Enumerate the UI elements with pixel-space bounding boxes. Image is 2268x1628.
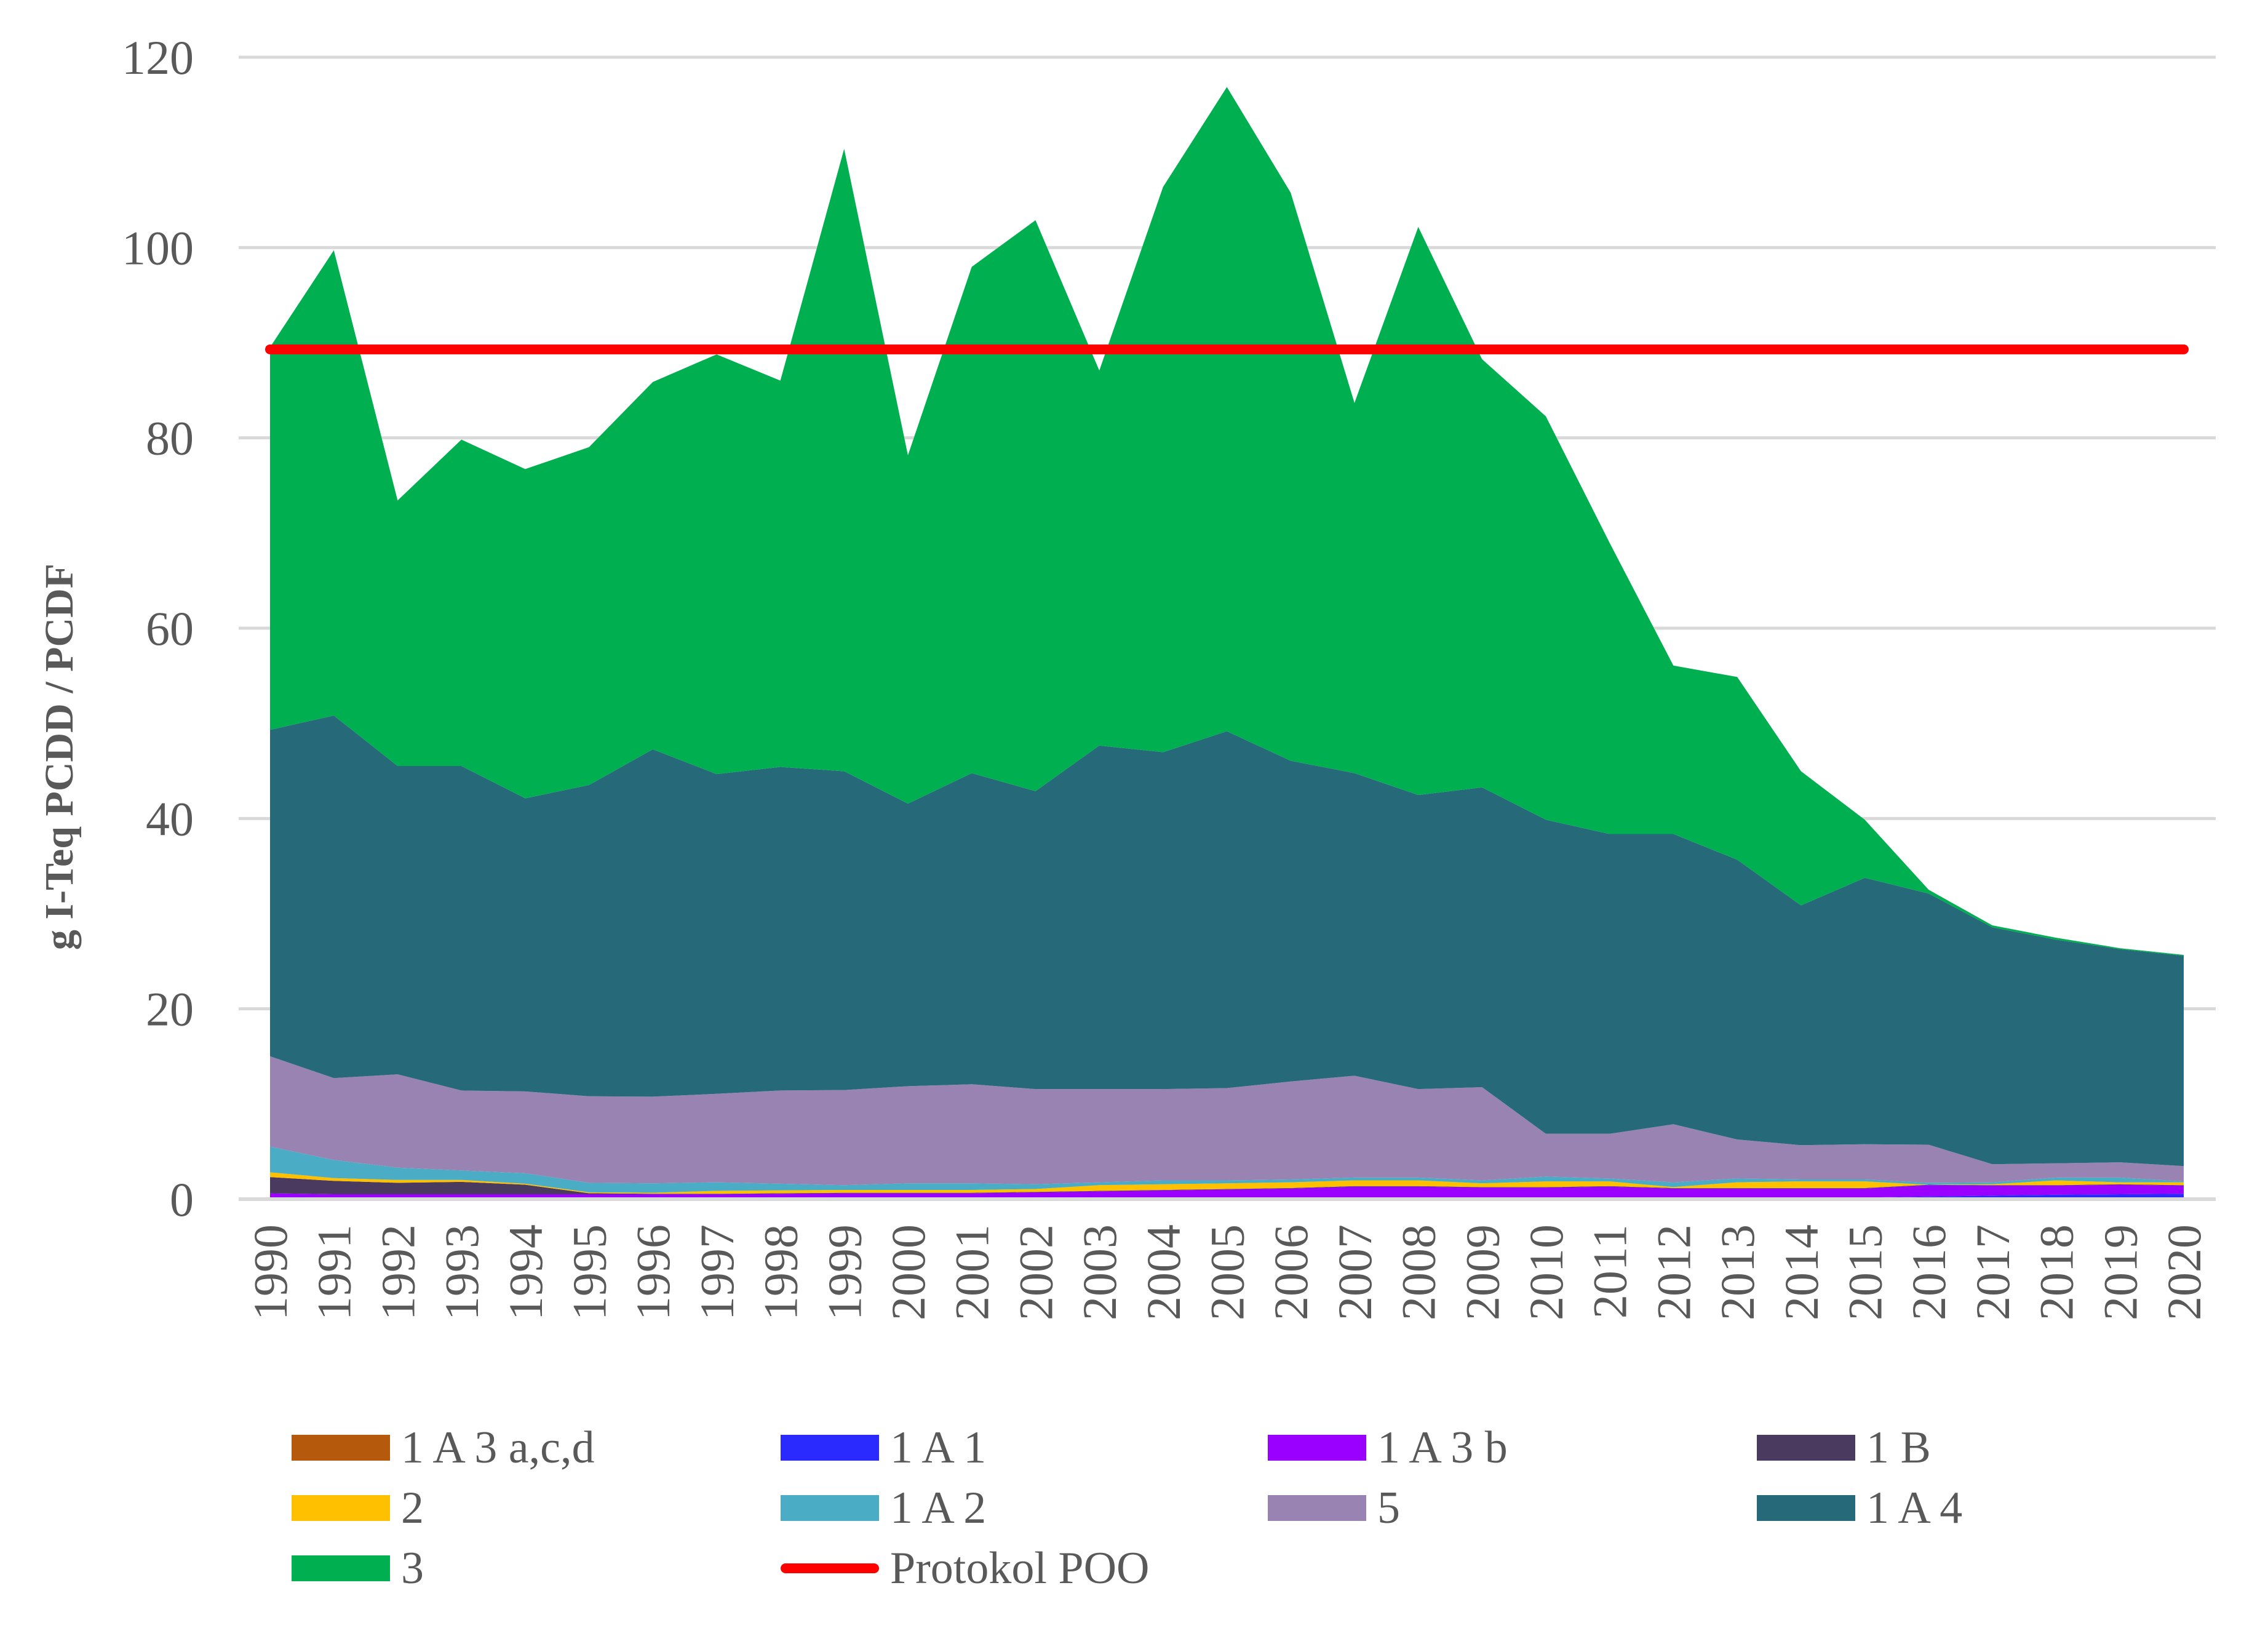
legend-label: Protokol POO: [890, 1543, 1150, 1594]
x-tick-label: 2008: [1392, 1224, 1446, 1320]
legend-item[interactable]: 1 A 2: [781, 1480, 986, 1536]
legend-label: 3: [401, 1543, 424, 1594]
x-tick-label: 2020: [2157, 1224, 2211, 1320]
x-tick-label: 1997: [690, 1224, 744, 1320]
x-tick-label: 2002: [1009, 1224, 1062, 1320]
x-tick-label: 2009: [1455, 1224, 1509, 1320]
x-tick-label: 1991: [308, 1224, 361, 1320]
legend-swatch-icon: [292, 1555, 390, 1581]
legend-item[interactable]: 1 A 1: [781, 1420, 986, 1475]
x-tick-label: 2011: [1583, 1224, 1637, 1319]
legend-swatch-icon: [292, 1495, 390, 1521]
area-series-5: [270, 1056, 2184, 1186]
x-tick-label: 1992: [371, 1224, 424, 1320]
area-series-3: [270, 87, 2184, 956]
legend-swatch-icon: [781, 1495, 879, 1521]
x-tick-label: 2005: [1201, 1224, 1254, 1320]
x-tick-label: 2007: [1328, 1224, 1382, 1320]
legend-item[interactable]: 3: [292, 1541, 424, 1596]
y-axis-ticks: 0 20 40 60 80 100 120: [122, 31, 194, 1226]
x-tick-label: 1995: [563, 1224, 616, 1320]
y-tick-label: 20: [146, 983, 194, 1036]
x-tick-label: 1996: [626, 1224, 680, 1320]
x-tick-label: 2014: [1775, 1224, 1828, 1320]
area-series-group: [239, 87, 2216, 1201]
y-tick-label: 120: [122, 31, 194, 84]
area-series-1-b: [270, 1177, 2184, 1194]
legend-swatch-icon: [781, 1435, 879, 1461]
x-tick-label: 2016: [1902, 1224, 1956, 1320]
legend-label: 1 A 3 b: [1377, 1423, 1508, 1473]
y-tick-label: 40: [146, 792, 194, 845]
legend-label: 5: [1377, 1483, 1400, 1533]
area-series-1-a-2: [270, 1146, 2184, 1193]
x-tick-label: 1990: [244, 1224, 297, 1320]
x-tick-label: 2012: [1647, 1224, 1700, 1320]
y-tick-label: 80: [146, 412, 194, 465]
y-tick-label: 100: [122, 221, 194, 274]
x-axis-ticks: 1990 1991 1992 1993 1994 1995 1996 1997 1998 1999…: [244, 1224, 2211, 1320]
x-tick-label: 2003: [1073, 1224, 1126, 1320]
legend-line-icon: [781, 1563, 879, 1573]
legend-swatch-icon: [292, 1435, 390, 1461]
legend-label: 2: [401, 1483, 424, 1533]
legend-item[interactable]: 1 B: [1757, 1420, 1931, 1475]
y-tick-label: 60: [146, 602, 194, 655]
x-tick-label: 1994: [499, 1224, 552, 1320]
legend-label: 1 A 2: [890, 1483, 987, 1533]
legend: 1 A 3 a,c,d 1 A 1 1 A 3 b 1 B 2 1 A 2 5 1 A 4 3 P…: [0, 1409, 2268, 1606]
area-series-2: [270, 1172, 2184, 1194]
x-tick-label: 1993: [435, 1224, 488, 1320]
y-axis-title: g I-Teq PCDD / PCDF: [37, 564, 82, 950]
x-tick-label: 2006: [1264, 1224, 1318, 1320]
x-tick-label: 2001: [945, 1224, 999, 1320]
x-tick-label: 2018: [2030, 1224, 2083, 1320]
x-tick-label: 2017: [1966, 1224, 2019, 1320]
y-tick-label: 0: [170, 1173, 194, 1226]
legend-swatch-icon: [1268, 1495, 1366, 1521]
legend-swatch-icon: [1268, 1435, 1366, 1461]
area-series-1-a-3-b: [270, 1184, 2184, 1198]
x-tick-label: 2013: [1711, 1224, 1764, 1320]
legend-label: 1 A 1: [890, 1423, 987, 1473]
legend-label: 1 A 4: [1866, 1483, 1963, 1533]
legend-item[interactable]: 2: [292, 1480, 424, 1536]
legend-label: 1 A 3 a,c,d: [401, 1423, 595, 1473]
x-tick-label: 2000: [881, 1224, 935, 1320]
x-tick-label: 1998: [754, 1224, 808, 1320]
x-tick-label: 2019: [2093, 1224, 2147, 1320]
legend-item[interactable]: 1 A 3 a,c,d: [292, 1420, 594, 1475]
legend-swatch-icon: [1757, 1435, 1855, 1461]
x-tick-label: 2010: [1519, 1224, 1573, 1320]
area-series-1-a-4: [270, 716, 2184, 1167]
legend-item[interactable]: 1 A 3 b: [1268, 1420, 1508, 1475]
legend-label: 1 B: [1866, 1423, 1931, 1473]
legend-item[interactable]: Protokol POO: [781, 1541, 1149, 1596]
x-tick-label: 2015: [1839, 1224, 1892, 1320]
legend-swatch-icon: [1757, 1495, 1855, 1521]
legend-item[interactable]: 5: [1268, 1480, 1400, 1536]
x-tick-label: 1999: [818, 1224, 871, 1320]
legend-item[interactable]: 1 A 4: [1757, 1480, 1962, 1536]
x-tick-label: 2004: [1137, 1224, 1190, 1320]
